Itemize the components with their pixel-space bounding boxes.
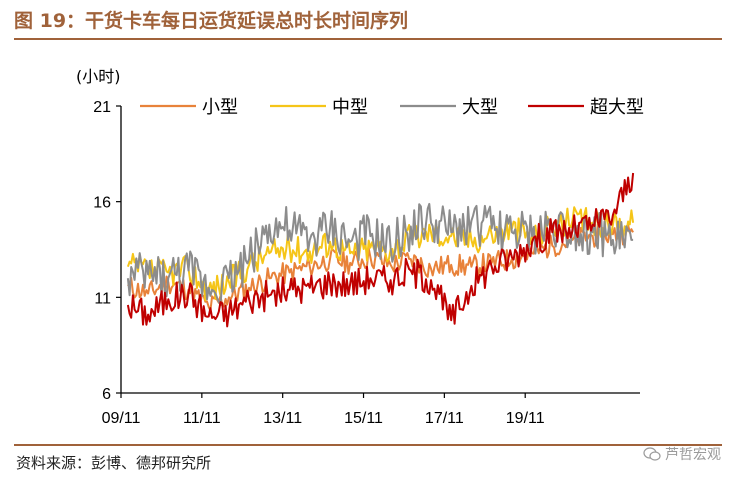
- y-axis-unit-label: (小时): [76, 67, 121, 86]
- chart: (小时) 6 11 16 21 09/11 11/11 13/11 15/11 17/11 19/…: [76, 67, 644, 427]
- y-tick-label: 6: [102, 386, 111, 403]
- series-line-4: [126, 172, 635, 328]
- legend-label: 超大型: [590, 97, 644, 118]
- series-line-3: [126, 202, 634, 306]
- axes: 6 11 16 21 09/11 11/11 13/11 15/11 17/11 19/11: [93, 99, 640, 427]
- watermark-text: 芦哲宏观: [665, 447, 721, 463]
- y-tick-label: 11: [94, 290, 111, 307]
- source-rule: [14, 444, 722, 446]
- source-note: 资料来源：彭博、德邦研究所: [16, 454, 212, 472]
- x-tick-label: 13/11: [263, 410, 302, 427]
- series-lines: [126, 172, 635, 328]
- title-rule: [14, 38, 722, 40]
- y-tick-label: 21: [93, 99, 111, 116]
- y-tick-label: 16: [93, 195, 111, 212]
- x-tick-label: 09/11: [102, 410, 141, 427]
- x-tick-label: 19/11: [506, 410, 545, 427]
- chat-bubble-icon: [643, 447, 661, 461]
- legend-label: 中型: [332, 97, 368, 118]
- legend-label: 大型: [462, 97, 498, 118]
- legend: 小型 中型 大型 超大型: [140, 97, 644, 118]
- x-tick-label: 17/11: [425, 410, 464, 427]
- figure-title: 图 19：干货卡车每日运货延误总时长时间序列: [14, 10, 409, 32]
- legend-label: 小型: [202, 97, 238, 118]
- x-tick-label: 11/11: [183, 410, 221, 427]
- x-tick-label: 15/11: [344, 410, 383, 427]
- watermark: 芦哲宏观: [643, 444, 721, 464]
